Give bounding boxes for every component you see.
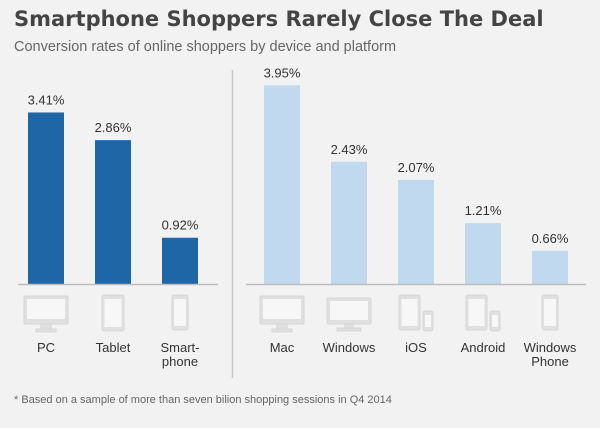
bar-tablet: [95, 140, 131, 284]
windows-phone-icon-windows-phone: [541, 294, 559, 331]
bar-pc: [28, 112, 64, 285]
bar-smart-phone: [162, 237, 198, 284]
imac-icon-mac: [259, 295, 305, 333]
value-label-windows-phone: 0.66%: [532, 231, 569, 246]
value-label-windows: 2.43%: [331, 142, 368, 157]
footnote: * Based on a sample of more than seven b…: [14, 394, 392, 406]
bar-ios: [398, 179, 434, 284]
category-label-smart-phone-line2: phone: [162, 354, 198, 369]
device-icons-layer: [23, 294, 559, 333]
bars-layer: [18, 70, 586, 378]
value-label-smart-phone: 0.92%: [162, 218, 199, 233]
category-label-mac: Mac: [270, 340, 295, 355]
chart-subtitle: Conversion rates of online shoppers by d…: [14, 39, 397, 55]
tablet-icon-tablet: [101, 294, 125, 332]
value-label-android: 1.21%: [465, 203, 502, 218]
windows-monitor-icon-windows: [326, 297, 372, 332]
category-label-tablet: Tablet: [96, 340, 131, 355]
labels-layer: 3.41% PC 2.86% Tablet 0.92% Smart-phone 3.95% M…: [28, 65, 577, 369]
category-label-windows: Windows: [323, 340, 376, 355]
bar-windows: [331, 161, 367, 284]
category-label-pc: PC: [37, 340, 55, 355]
android-devices-icon-android: [465, 294, 501, 332]
category-label-android: Android: [461, 340, 506, 355]
ios-devices-icon-ios: [398, 294, 434, 332]
bar-android: [465, 223, 501, 284]
chart-title: Smartphone Shoppers Rarely Close The Dea…: [14, 7, 544, 31]
value-label-tablet: 2.86%: [95, 120, 132, 135]
bar-mac: [264, 85, 300, 284]
category-label-windows-phone-line1: Windows: [524, 340, 577, 355]
value-label-ios: 2.07%: [398, 160, 435, 175]
value-label-pc: 3.41%: [28, 92, 65, 107]
desktop-monitor-icon-pc: [23, 295, 69, 333]
category-label-windows-phone-line2: Phone: [531, 354, 569, 369]
category-label-smart-phone-line1: Smart-: [161, 340, 200, 355]
value-label-mac: 3.95%: [264, 65, 301, 80]
smartphone-icon-smart-phone: [171, 294, 189, 331]
category-label-ios: iOS: [405, 340, 427, 355]
bar-windows-phone: [532, 250, 568, 284]
